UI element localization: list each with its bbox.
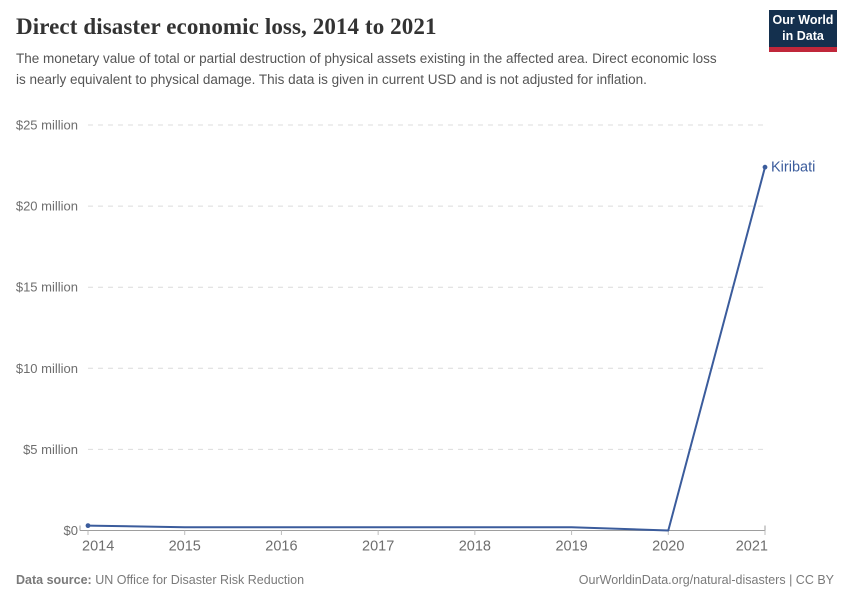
x-axis-label: 2015 bbox=[169, 539, 201, 555]
chart-area: $0 $5 million $10 million $15 million $20 mi… bbox=[0, 113, 850, 565]
owid-url-link[interactable]: OurWorldinData.org/natural-disasters bbox=[578, 573, 786, 587]
owid-logo-line2: in Data bbox=[782, 28, 824, 43]
page-subtitle: The monetary value of total or partial d… bbox=[16, 51, 717, 87]
x-axis-label: 2016 bbox=[265, 539, 297, 555]
x-axis-label: 2020 bbox=[652, 539, 684, 555]
y-axis-label: $20 million bbox=[16, 199, 78, 214]
owid-logo-line1: Our World bbox=[772, 12, 834, 27]
data-source-note: Data source: UN Office for Disaster Risk… bbox=[16, 573, 304, 587]
y-axis-label: $0 bbox=[64, 523, 78, 538]
page-title: Direct disaster economic loss, 2014 to 2… bbox=[16, 14, 437, 39]
chart-svg: $0 $5 million $10 million $15 million $20 mi… bbox=[16, 118, 815, 555]
y-axis-label: $10 million bbox=[16, 361, 78, 376]
owid-logo-box: Our World in Data bbox=[769, 10, 837, 47]
y-axis-label: $5 million bbox=[23, 442, 78, 457]
owid-logo-stripe bbox=[769, 47, 837, 52]
data-line bbox=[87, 166, 766, 532]
x-axis-label: 2019 bbox=[555, 539, 587, 555]
x-axis-label: 2021 bbox=[736, 539, 768, 555]
x-axis-label: 2017 bbox=[362, 539, 394, 555]
y-axis-label: $25 million bbox=[16, 118, 78, 133]
x-axis-label: 2018 bbox=[459, 539, 491, 555]
data-point-end bbox=[762, 164, 768, 170]
x-axis-label: 2014 bbox=[82, 539, 114, 555]
footer-separator: | bbox=[785, 573, 796, 587]
data-point-start bbox=[85, 523, 91, 529]
data-source-prefix: Data source: bbox=[16, 573, 92, 587]
y-axis-label: $15 million bbox=[16, 280, 78, 295]
chart-header: Direct disaster economic loss, 2014 to 2… bbox=[16, 14, 756, 90]
owid-logo: Our World in Data bbox=[769, 10, 837, 52]
footer-credits: OurWorldinData.org/natural-disasters | C… bbox=[579, 573, 834, 587]
data-source-name: UN Office for Disaster Risk Reduction bbox=[91, 573, 305, 587]
chart-footer: Data source: UN Office for Disaster Risk… bbox=[16, 573, 834, 587]
license-label: CC BY bbox=[795, 573, 834, 587]
series-label: Kiribati bbox=[771, 160, 815, 176]
